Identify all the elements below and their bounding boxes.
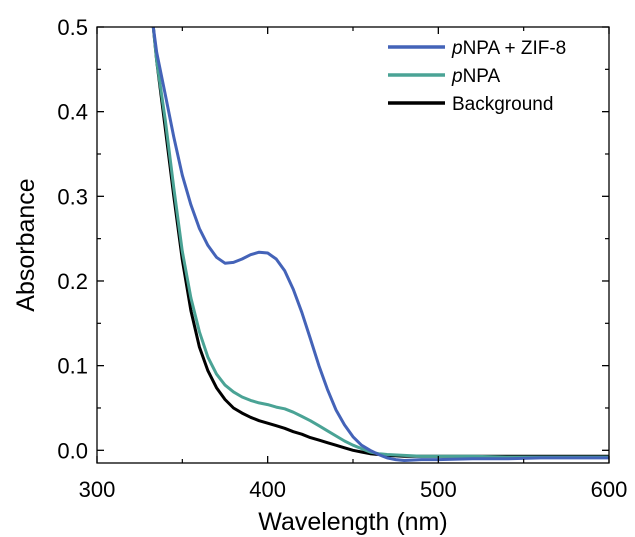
axis-tick-labels: 300 400 500 600 0.0 0.1 0.2 0.3 0.4 0.5 [57,15,627,502]
legend-label: pNPA + ZIF-8 [451,38,566,59]
y-tick-label: 0.4 [57,100,88,125]
y-tick-label: 0.3 [57,184,88,209]
x-axis-title: Wavelength (nm) [258,508,447,536]
legend-label: pNPA [451,66,501,87]
x-tick-label: 500 [420,477,457,502]
plot-frame [96,26,610,464]
x-tick-label: 600 [591,477,628,502]
series-line [151,27,609,458]
y-tick-label: 0.0 [57,438,88,463]
x-tick-label: 400 [249,477,286,502]
series-lines [151,27,609,462]
y-tick-label: 0.5 [57,15,88,40]
legend-label: Background [452,94,553,115]
y-tick-label: 0.2 [57,269,88,294]
legend: pNPA + ZIF-8 pNPA Background [388,38,566,115]
series-line [151,27,609,462]
y-axis-title: Absorbance [12,178,40,311]
axis-ticks [96,26,610,463]
y-tick-label: 0.1 [57,354,88,379]
series-line [151,27,609,459]
x-tick-label: 300 [79,477,116,502]
